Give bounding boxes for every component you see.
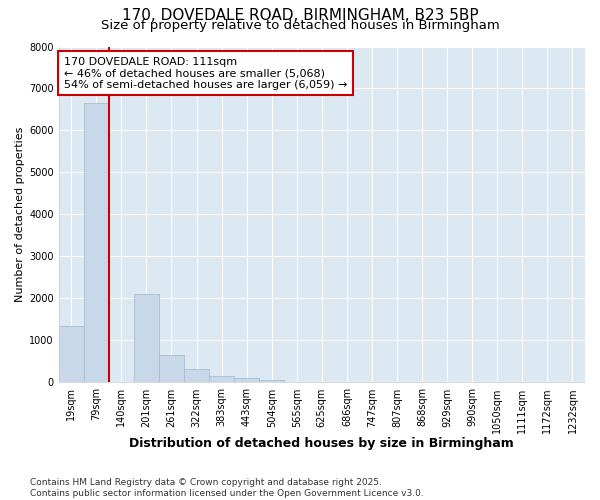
Bar <box>209 376 234 382</box>
Bar <box>59 326 84 382</box>
Text: Size of property relative to detached houses in Birmingham: Size of property relative to detached ho… <box>101 19 499 32</box>
Bar <box>234 378 259 382</box>
Bar <box>259 380 284 382</box>
Text: Contains HM Land Registry data © Crown copyright and database right 2025.
Contai: Contains HM Land Registry data © Crown c… <box>30 478 424 498</box>
Y-axis label: Number of detached properties: Number of detached properties <box>15 127 25 302</box>
Bar <box>159 355 184 382</box>
Text: 170 DOVEDALE ROAD: 111sqm
← 46% of detached houses are smaller (5,068)
54% of se: 170 DOVEDALE ROAD: 111sqm ← 46% of detac… <box>64 56 347 90</box>
Bar <box>184 369 209 382</box>
X-axis label: Distribution of detached houses by size in Birmingham: Distribution of detached houses by size … <box>130 437 514 450</box>
Bar <box>84 103 109 382</box>
Bar <box>134 294 159 382</box>
Text: 170, DOVEDALE ROAD, BIRMINGHAM, B23 5BP: 170, DOVEDALE ROAD, BIRMINGHAM, B23 5BP <box>122 8 478 22</box>
